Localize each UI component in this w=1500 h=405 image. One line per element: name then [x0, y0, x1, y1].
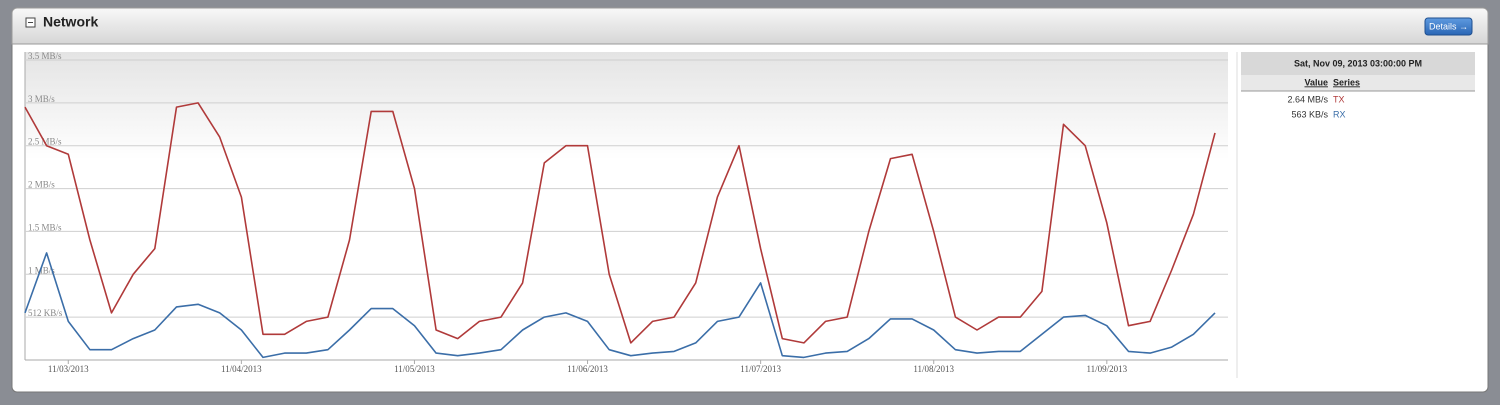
tooltip-series: RX — [1333, 109, 1346, 119]
tooltip-column: Value — [1304, 77, 1328, 87]
plot-area — [25, 52, 1228, 360]
y-tick-label: 2 MB/s — [28, 180, 55, 190]
tooltip-value: 2.64 MB/s — [1287, 94, 1328, 104]
tooltip-header — [1241, 52, 1475, 75]
tooltip-columns — [1241, 75, 1475, 91]
tooltip-value: 563 KB/s — [1291, 109, 1328, 119]
panel-header — [11, 7, 1489, 45]
y-tick-label: 3 MB/s — [28, 94, 55, 104]
x-tick-label: 11/05/2013 — [394, 364, 435, 374]
plot: 512 KB/s1 MB/s1.5 MB/s2 MB/s2.5 MB/s3 MB… — [24, 51, 1228, 374]
x-tick-label: 11/04/2013 — [221, 364, 262, 374]
details-button-label: Details → — [1429, 21, 1468, 31]
y-tick-label: 512 KB/s — [28, 308, 63, 318]
tooltip-series: TX — [1333, 94, 1345, 104]
x-tick-label: 11/09/2013 — [1086, 364, 1127, 374]
x-tick-label: 11/07/2013 — [740, 364, 781, 374]
panel-title: Network — [43, 14, 98, 30]
x-tick-label: 11/03/2013 — [48, 364, 89, 374]
tooltip-rows: 2.64 MB/s TX 563 KB/s RX — [1287, 94, 1345, 119]
y-tick-label: 1 MB/s — [28, 265, 55, 275]
x-tick-label: 11/08/2013 — [913, 364, 954, 374]
series-line — [24, 102, 1216, 344]
series-line — [24, 252, 1216, 359]
x-tick-label: 11/06/2013 — [567, 364, 608, 374]
tooltip-column: Series — [1333, 77, 1360, 87]
tooltip-time: Sat, Nov 09, 2013 03:00:00 PM — [1294, 58, 1422, 68]
y-tick-label: 1.5 MB/s — [28, 222, 62, 232]
y-tick-label: 3.5 MB/s — [28, 51, 62, 61]
details-button[interactable] — [1424, 17, 1473, 36]
